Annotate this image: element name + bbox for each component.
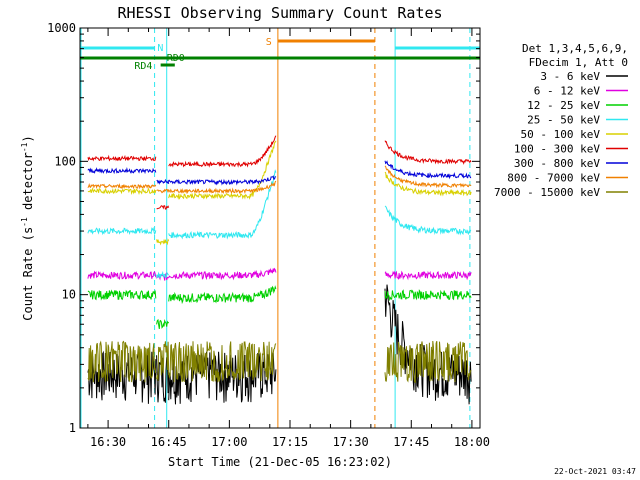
rd0-flag-label: RD0 [167, 53, 185, 64]
series-line [384, 270, 472, 281]
plot-area: N S RD0 RD4 [80, 28, 480, 428]
y-axis-label-sup1: -1 [20, 217, 29, 227]
series-line [156, 205, 170, 210]
legend-label: 25 - 50 keV [527, 114, 600, 127]
series-line [156, 238, 170, 246]
series-line [384, 171, 472, 197]
series-line [168, 169, 277, 240]
legend-label: 100 - 300 keV [514, 143, 600, 156]
legend-label: 12 - 25 keV [527, 99, 600, 112]
y-axis-label-end: ) [21, 135, 35, 142]
x-tick-label: 16:30 [90, 435, 126, 449]
x-tick-label: 18:00 [454, 435, 490, 449]
saa-flag-label: S [266, 37, 272, 48]
y-tick-label: 10 [62, 288, 76, 302]
x-tick-label: 17:45 [393, 435, 429, 449]
series-line [156, 188, 170, 194]
series-line [87, 166, 157, 175]
timestamp: 22-Oct-2021 03:47 [554, 467, 636, 476]
series-line [87, 154, 157, 162]
plot-frame [79, 27, 481, 429]
series-line [87, 187, 157, 196]
y-axis-label-mid: detector [21, 152, 35, 217]
x-tick-label: 17:30 [333, 435, 369, 449]
series-line [156, 178, 170, 185]
legend-label: 50 - 100 keV [521, 128, 601, 141]
chart-title: RHESSI Observing Summary Count Rates [117, 4, 442, 22]
x-axis-label: Start Time (21-Dec-05 16:23:02) [168, 455, 392, 469]
rd4-flag-label: RD4 [134, 61, 152, 72]
axis-ticks: 1 10 100 1000 16:30 16:45 17:00 17:15 17:30 17:45… [47, 21, 490, 449]
legend-label: 6 - 12 keV [534, 85, 601, 98]
legend-header-2: FDecim 1, Att 0 [529, 56, 628, 69]
series-line [87, 182, 157, 190]
series-line [156, 341, 170, 381]
series-line [384, 160, 472, 180]
y-axis-label-sup2: -1 [20, 142, 29, 152]
night-flag-label: N [157, 43, 163, 54]
series-line [87, 289, 157, 301]
x-tick-label: 17:15 [272, 435, 308, 449]
legend-label: 300 - 800 keV [514, 157, 600, 170]
series-line [156, 270, 170, 279]
y-axis-label-main: Count Rate (s [21, 227, 35, 321]
y-tick-label: 1 [69, 421, 76, 435]
series-line [168, 267, 277, 281]
series-line [384, 205, 472, 236]
series-line [87, 340, 157, 383]
legend-header-1: Det 1,3,4,5,6,9, [522, 42, 628, 55]
series-line [168, 135, 277, 168]
y-tick-label: 100 [54, 154, 76, 168]
y-axis-label: Count Rate (s-1 detector-1) [20, 135, 35, 320]
series-line [87, 270, 157, 280]
series-line [384, 140, 472, 165]
legend: Det 1,3,4,5,6,9, FDecim 1, Att 0 3 - 6 k… [494, 42, 628, 199]
x-tick-label: 17:00 [211, 435, 247, 449]
series-line [384, 289, 472, 302]
x-tick-label: 16:45 [151, 435, 187, 449]
series-line [87, 226, 157, 236]
series-line [168, 180, 277, 195]
series-line [156, 318, 170, 329]
series-line [168, 175, 277, 186]
series-line [168, 341, 277, 383]
series-line [384, 340, 472, 384]
legend-label: 7000 - 15000 keV [494, 186, 600, 199]
legend-label: 3 - 6 keV [540, 70, 600, 83]
y-tick-label: 1000 [47, 21, 76, 35]
series-line [168, 140, 277, 200]
series-line [168, 285, 277, 305]
legend-label: 800 - 7000 keV [507, 172, 600, 185]
series-line [384, 165, 472, 189]
